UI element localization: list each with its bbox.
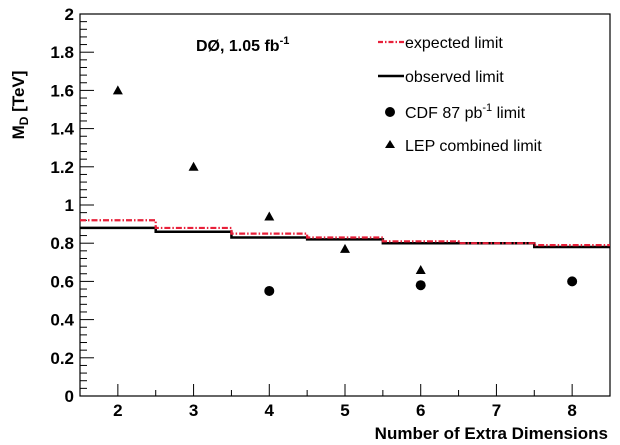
cdf-limit-point [567,276,578,287]
cdf-limit-point [264,285,275,296]
legend-cdf-label: CDF 87 pb-1 limit [405,102,526,122]
y-tick-label: 2 [65,5,74,24]
y-axis-title-main: M [9,125,28,139]
x-tick-label: 5 [340,401,349,420]
x-axis-title: Number of Extra Dimensions [375,424,608,443]
lep-limit-point [112,85,123,95]
y-tick-label: 1 [65,196,74,215]
y-tick-label: 0.8 [50,234,74,253]
legend-cdf-sup: -1 [482,102,492,114]
cdf-limit-point [415,280,426,291]
legend-lep-marker [385,140,395,148]
y-tick-label: 1.4 [50,120,74,139]
x-tick-label: 7 [492,401,501,420]
y-axis-title: MD [TeV] [9,71,31,140]
expected-limit-line [80,219,610,247]
legend-cdf-text: CDF 87 pb [405,105,482,122]
series-layer [80,85,610,296]
legend-lep-label: LEP combined limit [405,138,542,155]
x-tick-label: 6 [416,401,425,420]
y-axis-title-sub: D [17,116,31,125]
lep-limit-point [188,161,199,171]
x-axis-ticks: 2 3 4 5 6 7 8 [79,384,611,420]
experiment-annotation: DØ, 1.05 fb-1 [196,35,289,55]
annotation-sup: -1 [280,35,290,47]
legend-cdf-marker [385,107,395,117]
y-tick-label: 1.6 [50,81,74,100]
y-axis-title-unit: [TeV] [9,71,28,117]
x-tick-label: 2 [113,401,122,420]
y-tick-label: 1.2 [50,158,74,177]
lep-limit-point [415,264,426,274]
x-tick-label: 4 [265,401,275,420]
lep-limit-point [264,211,275,221]
y-tick-label: 0.6 [50,272,74,291]
annotation-main: DØ, 1.05 fb [196,38,280,55]
legend-expected-label: expected limit [405,35,503,52]
lep-limit-point [340,243,350,253]
legend: expected limit observed limit CDF 87 pb-… [378,35,542,155]
legend-cdf-after: limit [492,105,525,122]
legend-observed-label: observed limit [405,69,504,86]
x-tick-label: 8 [567,401,576,420]
y-tick-label: 1.8 [50,43,74,62]
y-tick-label: 0.4 [50,311,74,330]
y-tick-label: 0.2 [50,349,74,368]
y-axis-ticks: 0 0.2 0.4 0.6 0.8 1 1.2 1.4 1.6 1.8 2 [50,5,94,406]
y-tick-label: 0 [65,387,74,406]
plot-frame [79,13,611,397]
x-tick-label: 3 [189,401,198,420]
